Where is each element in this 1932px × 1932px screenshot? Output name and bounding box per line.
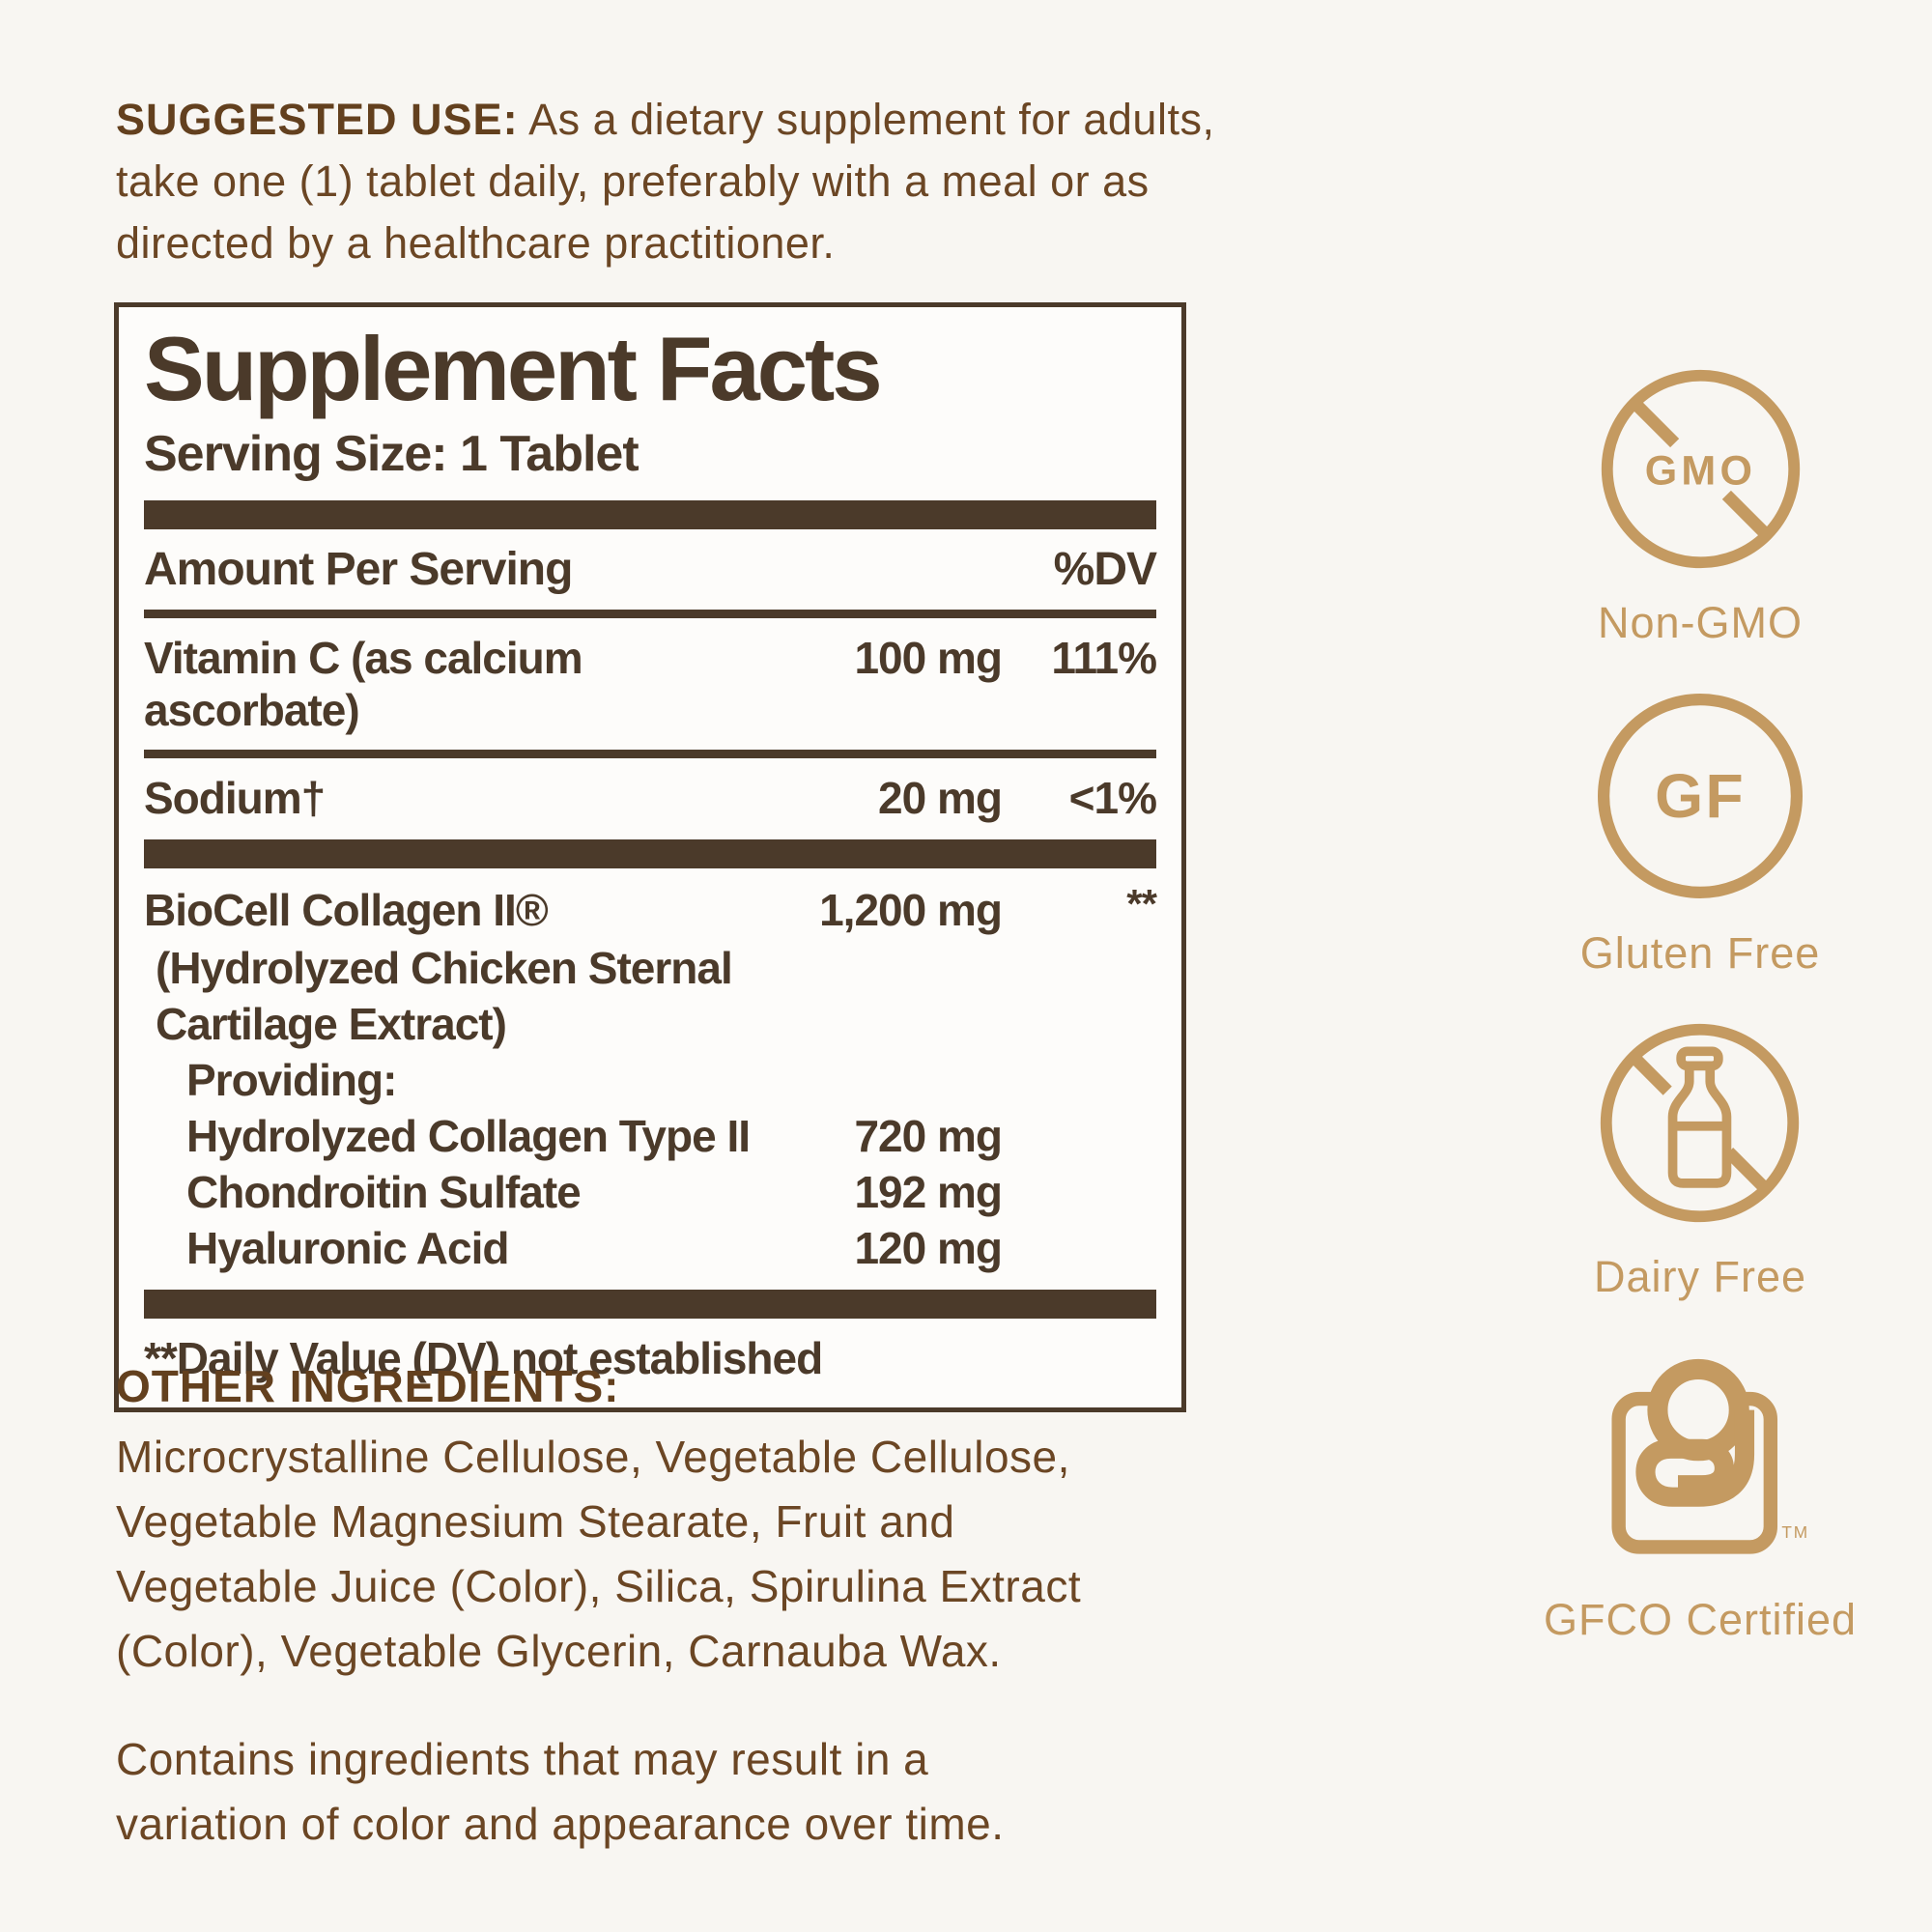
gfco-logo-wrap: TM: [1589, 1343, 1811, 1570]
divider-thick: [144, 499, 1156, 529]
table-row-vitamin-c: Vitamin C (as calcium ascorbate) 100 mg …: [144, 618, 1157, 750]
other-ingredients-line: (Color), Vegetable Glycerin, Carnauba Wa…: [116, 1626, 1002, 1676]
note-line1: Contains ingredients that may result in …: [116, 1734, 929, 1784]
ingredient-dv: **: [1126, 880, 1157, 926]
ingredient-name: BioCell Collagen II®: [144, 884, 549, 935]
badge-gfco: TM GFCO Certified: [1544, 1343, 1857, 1645]
ingredient-name: Vitamin C (as calcium ascorbate): [144, 632, 583, 735]
ingredient-amount: 720 mg: [854, 1110, 1003, 1161]
dv-footnote: **Daily Value (DV) not established: [144, 1332, 823, 1383]
divider-thin: [144, 749, 1156, 758]
other-ingredients-section: OTHER INGREDIENTS: Microcrystalline Cell…: [116, 1354, 1488, 1684]
biocell-wrap-line1: (Hydrolyzed Chicken Sternal: [156, 942, 733, 993]
other-ingredients-line: Microcrystalline Cellulose, Vegetable Ce…: [116, 1432, 1070, 1482]
divider-thick: [144, 838, 1156, 868]
table-row-collagen-type2: Hydrolyzed Collagen Type II 720 mg: [144, 1108, 1156, 1164]
table-row-biocell: BioCell Collagen II® 1,200 mg **: [144, 881, 1157, 940]
badge-label: Gluten Free: [1579, 928, 1821, 978]
ingredient-name: Chondroitin Sulfate: [186, 1166, 582, 1217]
serving-size: Serving Size: 1 Tablet: [144, 425, 639, 482]
ingredient-amount: 120 mg: [854, 1222, 1003, 1273]
suggested-use-line3: directed by a healthcare practitioner.: [116, 218, 836, 268]
suggested-use-line2: take one (1) tablet daily, preferably wi…: [116, 156, 1150, 206]
other-ingredients-line: Vegetable Magnesium Stearate, Fruit and: [116, 1496, 955, 1547]
certification-badges: GMO Non-GMO GF Gluten Free Dairy Free: [1526, 365, 1874, 1686]
other-ingredients-line: Vegetable Juice (Color), Silica, Spiruli…: [116, 1561, 1082, 1611]
ingredient-name: Hyaluronic Acid: [186, 1222, 509, 1273]
divider-thick: [144, 1289, 1156, 1319]
supplement-facts-panel: Supplement Facts Serving Size: 1 Tablet …: [114, 302, 1186, 1412]
suggested-use-line1-rest: As a dietary supplement for adults,: [518, 95, 1215, 144]
ingredient-name: Hydrolyzed Collagen Type II: [186, 1110, 751, 1161]
other-ingredients-label: OTHER INGREDIENTS:: [116, 1361, 620, 1411]
badge-non-gmo: GMO Non-GMO: [1597, 365, 1804, 648]
badge-gluten-free: GF Gluten Free: [1580, 689, 1821, 979]
suggested-use-label: SUGGESTED USE:: [116, 95, 519, 144]
badge-label: Dairy Free: [1593, 1252, 1807, 1301]
table-row-sodium: Sodium† 20 mg <1%: [144, 758, 1157, 838]
ingredient-amount: 100 mg: [854, 632, 1003, 683]
ingredient-dv: 111%: [1051, 632, 1157, 683]
dairy-free-icon: [1601, 1023, 1800, 1223]
table-header-row: Amount Per Serving %DV: [144, 529, 1157, 610]
badge-label: GFCO Certified: [1543, 1595, 1858, 1644]
divider-thin: [144, 609, 1156, 618]
gfco-certified-icon: TM: [1611, 1358, 1809, 1554]
dv-header: %DV: [1053, 543, 1157, 595]
panel-title: Supplement Facts: [144, 318, 883, 419]
ingredient-dv: <1%: [1068, 772, 1157, 823]
badge-dairy-free: Dairy Free: [1594, 1019, 1806, 1302]
biocell-block: BioCell Collagen II® 1,200 mg ** (Hydrol…: [144, 868, 1157, 1276]
ingredient-amount: 1,200 mg: [819, 884, 1003, 935]
ingredient-amount: 192 mg: [854, 1166, 1003, 1217]
color-variation-note: Contains ingredients that may result in …: [116, 1727, 1468, 1857]
ingredient-amount: 20 mg: [878, 772, 1003, 823]
table-row-hyaluronic: Hyaluronic Acid 120 mg: [144, 1220, 1156, 1276]
badge-label: Non-GMO: [1597, 598, 1804, 647]
gluten-free-icon: GF: [1597, 693, 1804, 899]
gfco-tm-text: TM: [1781, 1522, 1809, 1542]
biocell-wrap-line2: Cartilage Extract): [156, 998, 507, 1049]
biocell-providing-label: Providing:: [186, 1054, 397, 1105]
gmo-icon-text: GMO: [1644, 448, 1756, 495]
non-gmo-icon: GMO: [1601, 369, 1800, 569]
amount-per-serving-header: Amount Per Serving: [144, 543, 573, 595]
suggested-use-line1: SUGGESTED USE: As a dietary supplement f…: [116, 89, 1468, 151]
ingredient-name: Sodium†: [144, 772, 326, 823]
note-line2: variation of color and appearance over t…: [116, 1799, 1005, 1849]
gf-icon-text: GF: [1655, 761, 1746, 831]
suggested-use-paragraph: SUGGESTED USE: As a dietary supplement f…: [116, 89, 1468, 274]
table-row-chondroitin: Chondroitin Sulfate 192 mg: [144, 1164, 1156, 1220]
